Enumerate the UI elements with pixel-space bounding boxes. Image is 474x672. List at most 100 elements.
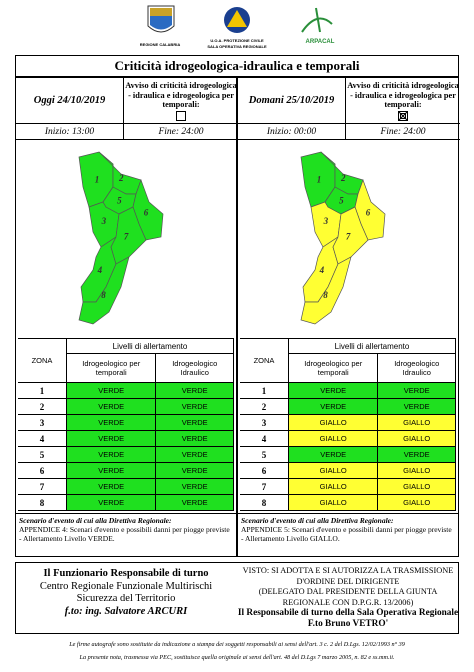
level-cell: VERDE [377,398,456,415]
signature-box [15,562,459,634]
level-cell: VERDE [65,494,157,511]
checkbox-inner [400,112,406,119]
signature-line: Sicurezza del Territorio [76,593,176,604]
level-cell: GIALLO [377,414,456,431]
zone-cell: 1 [240,382,289,399]
visa-line: VISTO: SI ADOTTA E SI AUTORIZZA LA TRASM… [242,566,454,575]
signature-line: f.to: ing. Salvatore ARCURI [64,605,188,617]
scenario-text: APPENDICE 4: Scenari d'evento e possibil… [19,525,230,543]
level-cell: VERDE [155,398,234,415]
signature-line: Centro Regionale Funzionale Multirischi [39,580,213,592]
visa-line: Il Responsabile di turno della Sala Oper… [237,608,459,618]
visa: VISTO: SI ADOTTA E SI AUTORIZZA LA TRASM… [237,566,459,629]
table-row: 2 VERDE VERDE [240,398,456,415]
zone-label: 5 [117,196,122,206]
notice: Avviso di criticità idrogeologica - idra… [347,81,459,109]
visa-line: (DELEGATO DAL PRESIDENTE DELLA GIUNTA [258,587,438,596]
table-row: 4 VERDE VERDE [18,430,234,447]
table-row: 8 VERDE VERDE [18,494,234,511]
logo-part [315,7,321,33]
visa-line: REGIONALE CON D.P.G.R. 13/2006) [282,597,414,607]
logo-caption: SALA OPERATIVA REGIONALE [207,44,267,49]
level-cell: GIALLO [287,478,379,495]
table-row: 3 VERDE VERDE [18,414,234,431]
alert-table: ZONA Livelli di allertamento Idrogeologico… [240,338,456,511]
column-header: Idrogeologico Idraulico [155,353,234,383]
level-cell: VERDE [377,446,456,463]
day-panel: Domani 25/10/2019 Avviso di criticità idr… [237,77,460,558]
levels-title: Livelli di allertamento [288,338,456,354]
zone-cell: 3 [240,414,289,431]
visa-line: F.to Bruno VETRO' [307,618,389,629]
table-wrap: ZONA Livelli di allertamento Idrogeologico… [16,338,236,513]
zone-header: ZONA [240,338,289,383]
zone-cell: 4 [240,430,289,447]
logo-arpacal [301,17,333,33]
level-cell: GIALLO [377,430,456,447]
logos [147,5,333,33]
zone-cell: 2 [240,398,289,415]
title: Criticità idrogeologica-idraulica e temp… [15,55,459,77]
logo-caption: REGIONE CALABRIA [139,42,181,47]
zone-label: 2 [340,173,346,183]
zone-label: 8 [101,290,106,300]
level-cell: VERDE [287,446,379,463]
end: Fine: 24:00 [124,124,238,140]
zone-label: 1 [317,174,322,184]
scenario: Scenario d'evento di cui alla Direttiva … [16,513,236,558]
zone-cell: 5 [18,446,67,463]
zone-area [300,256,352,325]
signature-line: Il Funzionario Responsabile di turno [43,568,209,579]
zone-cell: 7 [240,478,289,495]
zone-label: 5 [339,196,344,206]
level-cell: GIALLO [287,430,379,447]
logo-caption: ARPACAL [305,39,335,45]
zone-cell: 6 [240,462,289,479]
zone-cell: 4 [18,430,67,447]
zone-area [78,256,130,325]
level-cell: VERDE [65,382,157,399]
table-row: 7 VERDE VERDE [18,478,234,495]
zone-label: 6 [366,207,371,217]
table-row: 6 VERDE VERDE [18,462,234,479]
level-cell: VERDE [287,382,379,399]
map: 1 2 3 4 5 6 7 8 [78,151,164,325]
table-row: 7 GIALLO GIALLO [240,478,456,495]
table-row: 5 VERDE VERDE [240,446,456,463]
logo-part [150,16,172,30]
column-header: Idrogeologico per temporali [65,353,157,383]
zone-label: 3 [323,216,329,226]
zone-cell: 8 [18,494,67,511]
footer: Le firme autografe sono sostituite da in… [15,638,459,664]
table-header-row: ZONA Livelli di allertamento [240,338,456,383]
level-cell: GIALLO [377,494,456,511]
level-cell: GIALLO [287,494,379,511]
level-cell: VERDE [65,446,157,463]
table-row: 2 VERDE VERDE [18,398,234,415]
end: Fine: 24:00 [346,124,460,140]
zone-cell: 6 [18,462,67,479]
level-cell: VERDE [155,462,234,479]
table-row: 8 GIALLO GIALLO [240,494,456,511]
checkbox-box [176,110,186,121]
scenario-title: Scenario d'evento di cui alla Direttiva … [241,516,394,525]
level-cell: VERDE [155,414,234,431]
visa-line: D'ORDINE DEL DIRIGENTE [296,576,400,586]
notice-cell: Avviso di criticità idrogeologica - idra… [346,78,460,124]
zone-cell: 7 [18,478,67,495]
logo-part [150,8,172,16]
signature: Il Funzionario Responsabile di turno Cent… [15,568,237,618]
zone-label: 4 [97,265,103,275]
start: Inizio: 00:00 [238,124,346,140]
scenario: Scenario d'evento di cui alla Direttiva … [238,513,458,558]
alert-table: ZONA Livelli di allertamento Idrogeologico… [18,338,234,511]
level-cell: GIALLO [287,462,379,479]
zone-cell: 1 [18,382,67,399]
zone-cell: 3 [18,414,67,431]
table-header-row: ZONA Livelli di allertamento [18,338,234,383]
column-header: Idrogeologico per temporali [287,353,379,383]
footer-line: Le firme autografe sono sostituite da in… [69,641,405,648]
zone-label: 3 [101,216,107,226]
zone-cell: 5 [240,446,289,463]
